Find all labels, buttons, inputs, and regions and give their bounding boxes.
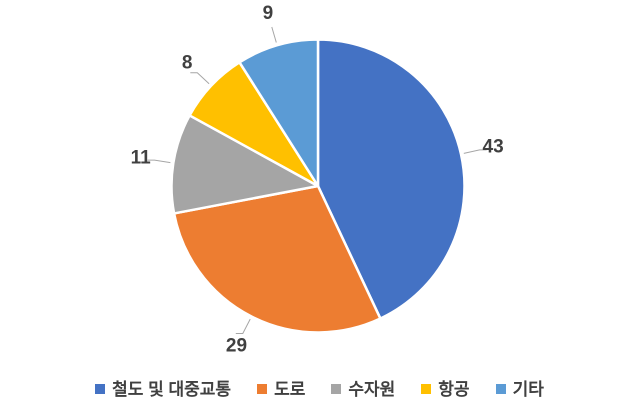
data-label-0: 43: [483, 136, 504, 157]
pie-slice-2[interactable]: [170, 114, 320, 215]
chart-canvas: 43 29 11 8 9: [131, 3, 504, 356]
legend-label: 도로: [274, 379, 306, 399]
legend-item-1[interactable]: 도로: [257, 381, 305, 398]
data-label-1: 29: [226, 335, 247, 356]
leader-line-1: [235, 318, 251, 334]
legend-swatch-icon: [257, 384, 268, 394]
legend-label: 기타: [512, 379, 544, 399]
pie-slice-1[interactable]: [172, 184, 382, 334]
leader-line-4: [271, 26, 277, 43]
legend-swatch-icon: [331, 384, 342, 394]
legend-swatch-icon: [495, 384, 506, 394]
legend-swatch-icon: [95, 384, 106, 394]
leader-line-2: [147, 159, 171, 164]
leader-line-0: [463, 149, 487, 154]
legend-item-4[interactable]: 기타: [495, 379, 544, 399]
data-label-4: 9: [263, 3, 274, 24]
pie-slice-4[interactable]: [238, 38, 320, 188]
pie-slice-0[interactable]: [316, 38, 466, 320]
legend: 철도 및 대중교통 도로 수자원 항공 기타: [0, 372, 639, 406]
legend-item-3[interactable]: 항공: [421, 379, 470, 399]
data-label-2: 11: [131, 147, 152, 168]
legend-swatch-icon: [421, 384, 432, 394]
legend-label: 철도 및 대중교통: [112, 379, 232, 399]
legend-item-0[interactable]: 철도 및 대중교통: [95, 381, 231, 398]
legend-label: 항공: [438, 379, 470, 399]
legend-label: 수자원: [348, 379, 396, 399]
leader-line-3: [190, 72, 210, 85]
legend-item-2[interactable]: 수자원: [331, 381, 395, 398]
data-label-3: 8: [182, 53, 193, 74]
